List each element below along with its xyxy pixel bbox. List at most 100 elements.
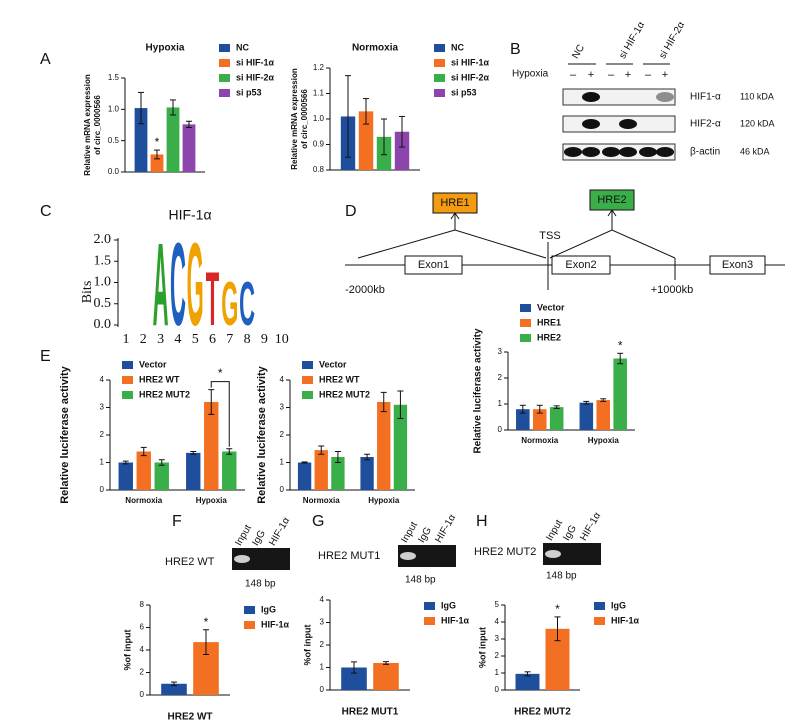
legend-swatch	[434, 74, 445, 82]
legend-label: HRE2 WT	[139, 374, 180, 384]
x-tick-label: Normoxia	[521, 436, 558, 445]
legend-label: si HIF-2α	[236, 72, 275, 82]
legend-label: Vector	[319, 359, 347, 369]
logo-position: 2	[140, 332, 147, 347]
bar	[360, 457, 374, 490]
bar	[394, 131, 410, 170]
y-tick-label: 1	[498, 399, 503, 408]
logo-letter: G	[221, 269, 238, 338]
logo-y-tick-label: 0.5	[94, 296, 112, 311]
bar	[596, 400, 611, 430]
logo-position: 10	[275, 332, 289, 347]
y-tick-label: 1.2	[313, 63, 325, 72]
significance-mark: *	[218, 366, 223, 380]
y-tick-label: 1.1	[313, 89, 325, 98]
gel-lane-label: IgG	[416, 525, 434, 545]
legend-label: HIF-1α	[611, 615, 640, 625]
exon-label: Exon3	[722, 259, 753, 271]
y-tick-label: 0.0	[108, 167, 120, 176]
panel-label: E	[40, 348, 51, 365]
bar	[182, 124, 196, 172]
hre2-label: HRE2	[597, 194, 626, 206]
legend-swatch	[219, 74, 230, 82]
legend-label: HRE2 MUT2	[319, 389, 370, 399]
blot-lane-sign: –	[570, 69, 577, 81]
gel-lane-label: IgG	[250, 528, 268, 548]
panel-label: F	[172, 513, 182, 530]
gel-band	[545, 550, 561, 558]
y-tick-label: 4	[495, 617, 500, 626]
bar	[373, 663, 399, 690]
y-axis-label: Relative luciferase activity	[473, 328, 484, 454]
blot-band	[619, 119, 637, 129]
chart-title: Hypoxia	[146, 43, 185, 54]
legend-swatch	[122, 361, 133, 369]
bar	[393, 404, 408, 490]
legend-swatch	[122, 376, 133, 384]
legend-label: si p53	[236, 87, 262, 97]
coordinate-label: +1000kb	[651, 284, 694, 296]
y-tick-label: 3	[498, 347, 503, 356]
y-axis-label: %of input	[477, 627, 487, 668]
panel-label: A	[40, 51, 51, 68]
bar	[579, 402, 594, 430]
x-tick-label: Hypoxia	[588, 436, 620, 445]
y-tick-label: 4	[280, 375, 285, 384]
blot-row-size: 110 kDA	[740, 91, 774, 101]
exon-box	[551, 255, 611, 275]
blot-band	[619, 147, 637, 157]
blot-band	[602, 147, 620, 157]
legend-swatch	[424, 602, 435, 610]
panel-label: D	[345, 203, 357, 220]
y-tick-label: 8	[140, 600, 145, 609]
hre1-box	[432, 192, 478, 214]
y-tick-label: 1	[280, 458, 285, 467]
blot-row-label: HIF2-α	[690, 119, 721, 130]
gel-lane-label: Input	[399, 520, 420, 545]
panel-label: B	[510, 41, 521, 58]
blot-band	[564, 147, 582, 157]
bar	[613, 358, 627, 430]
gel-size-label: 148 bp	[546, 571, 577, 582]
logo-title: HIF-1α	[168, 207, 211, 223]
y-axis-label: of circ_0000566	[300, 89, 309, 149]
bar	[166, 107, 180, 172]
x-axis-label: HRE2 WT	[168, 712, 213, 723]
y-axis-label: Relative luciferase activity	[256, 365, 268, 503]
y-tick-label: 2	[140, 668, 145, 677]
significance-mark: *	[155, 135, 160, 149]
y-tick-label: 2	[280, 430, 285, 439]
blot-row-label: HIF1-α	[690, 92, 721, 103]
y-tick-label: 0	[280, 485, 285, 494]
gel-size-label: 148 bp	[245, 579, 276, 590]
significance-bracket	[210, 381, 230, 447]
exon-box	[404, 255, 463, 275]
gel-probe-label: HRE2 MUT1	[318, 550, 380, 562]
bar	[515, 673, 540, 690]
legend-swatch	[302, 361, 313, 369]
blot-lane-sign: –	[645, 69, 652, 81]
logo-y-label: Bits	[80, 281, 95, 304]
gel-lane-label: Input	[544, 518, 565, 543]
bar	[136, 451, 151, 490]
y-axis-label: %of input	[302, 625, 312, 666]
panel-label: H	[476, 513, 488, 530]
blot-band	[639, 147, 657, 157]
legend-swatch	[219, 59, 230, 67]
y-tick-label: 0	[140, 690, 145, 699]
legend-swatch	[219, 44, 230, 52]
hre1-wedge	[357, 229, 547, 259]
coordinate-label: -2000kb	[345, 284, 385, 296]
y-tick-label: 0.5	[108, 136, 120, 145]
bar	[314, 450, 328, 490]
hre2-box	[589, 189, 635, 211]
bar	[150, 154, 164, 172]
legend-label: HRE2 WT	[319, 374, 360, 384]
y-axis-label: Relative luciferase activity	[59, 365, 71, 503]
logo-letter: T	[206, 256, 219, 342]
hre2-arrow	[607, 209, 617, 230]
logo-y-tick-label: 0.0	[94, 317, 112, 332]
gel-lane-label: HIF-1α	[433, 512, 458, 544]
legend-label: HRE2 MUT2	[139, 389, 190, 399]
